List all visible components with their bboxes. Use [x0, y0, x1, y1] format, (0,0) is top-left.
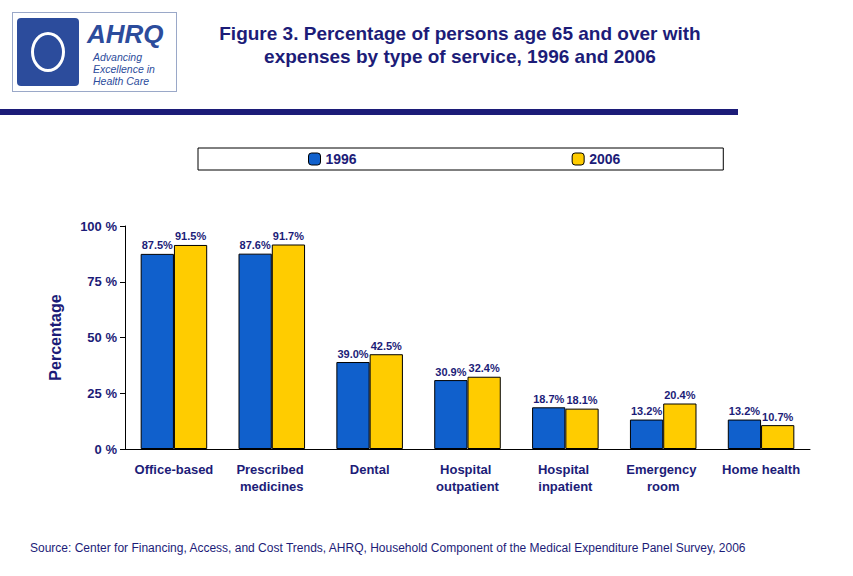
svg-text:medicines: medicines [240, 479, 304, 494]
svg-text:1996: 1996 [326, 151, 357, 167]
svg-text:Emergency: Emergency [626, 462, 700, 477]
svg-text:Hospital: Hospital [440, 462, 495, 477]
svg-text:2006: 2006 [589, 151, 620, 167]
svg-text:87.6%: 87.6% [240, 239, 271, 251]
svg-text:75 %: 75 % [87, 274, 117, 289]
svg-text:20.4%: 20.4% [664, 389, 695, 401]
html-text:AHRQ: AHRQ [87, 19, 164, 49]
svg-text:91.5%: 91.5% [175, 230, 206, 242]
svg-text:39.0%: 39.0% [337, 348, 368, 360]
svg-text:91.7%: 91.7% [273, 230, 304, 242]
svg-text:Prescribed: Prescribed [236, 462, 307, 477]
svg-text:Dental: Dental [350, 462, 390, 477]
svg-text:18.7%: 18.7% [533, 393, 564, 405]
svg-text:50 %: 50 % [87, 330, 117, 345]
html-text:Source: Center for Financing,: Source: Center for Financing, Access, an… [30, 541, 746, 555]
svg-text:outpatient: outpatient [436, 479, 499, 494]
svg-text:87.5%: 87.5% [142, 239, 173, 251]
svg-text:13.2%: 13.2% [729, 405, 760, 417]
svg-text:Hospital: Hospital [538, 462, 593, 477]
svg-text:Office-based: Office-based [135, 462, 214, 477]
svg-text:room: room [647, 479, 680, 494]
svg-text:Percentage: Percentage [47, 294, 64, 380]
svg-text:25 %: 25 % [87, 386, 117, 401]
svg-text:30.9%: 30.9% [435, 366, 466, 378]
svg-text:10.7%: 10.7% [762, 411, 793, 423]
html-text:Figure 3. Percentage of person: Figure 3. Percentage of persons age 65 a… [219, 23, 701, 67]
html-text:Advancing Excellence in Health: Advancing Excellence in Health Care [93, 51, 155, 87]
svg-text:100 %: 100 % [80, 219, 117, 234]
svg-text:13.2%: 13.2% [631, 405, 662, 417]
svg-text:Home health: Home health [722, 462, 800, 477]
svg-text:0 %: 0 % [95, 442, 118, 457]
svg-text:32.4%: 32.4% [469, 362, 500, 374]
svg-text:42.5%: 42.5% [371, 340, 402, 352]
svg-text:inpatient: inpatient [538, 479, 593, 494]
svg-text:18.1%: 18.1% [566, 394, 597, 406]
